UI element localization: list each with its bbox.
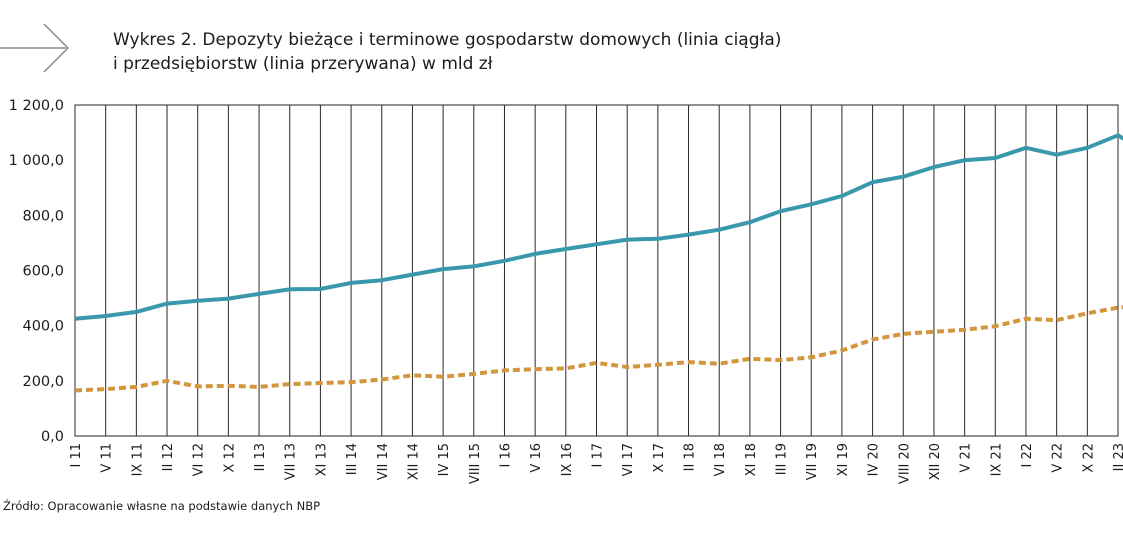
x-tick-label: I 16 bbox=[498, 443, 513, 468]
x-tick-label: V 16 bbox=[529, 443, 544, 473]
series-line-enterprises bbox=[74, 305, 1123, 393]
x-tick-label: V 22 bbox=[1051, 443, 1066, 473]
x-tick-label: XI 13 bbox=[314, 443, 329, 476]
source-note: Źródło: Opracowanie własne na podstawie … bbox=[3, 499, 321, 513]
y-tick-label: 600,0 bbox=[22, 264, 64, 280]
x-tick-label: VII 13 bbox=[284, 443, 299, 480]
chart-title: Wykres 2. Depozyty bieżące i terminowe g… bbox=[113, 28, 781, 76]
x-tick-label: XI 18 bbox=[744, 443, 759, 476]
y-tick-label: 200,0 bbox=[22, 374, 64, 390]
x-tick-label: IX 16 bbox=[560, 443, 575, 476]
x-tick-label: IX 21 bbox=[989, 443, 1004, 476]
x-tick-label: II 23 bbox=[1112, 443, 1123, 471]
x-tick-label: VIII 15 bbox=[468, 443, 483, 484]
x-tick-label: XII 14 bbox=[406, 443, 421, 480]
chart-title-line-1: Wykres 2. Depozyty bieżące i terminowe g… bbox=[113, 30, 782, 50]
x-tick-label: I 17 bbox=[591, 443, 606, 468]
x-tick-label: IV 15 bbox=[437, 443, 452, 476]
x-tick-label: X 12 bbox=[222, 443, 237, 473]
x-tick-label: VII 14 bbox=[376, 443, 391, 480]
x-tick-label: IX 11 bbox=[130, 443, 145, 476]
y-tick-label: 1 200,0 bbox=[9, 98, 64, 114]
x-tick-label: VII 19 bbox=[805, 443, 820, 480]
arrow-right-icon bbox=[0, 23, 70, 73]
chart-title-line-2: i przedsiębiorstw (linia przerywana) w m… bbox=[113, 54, 493, 74]
x-tick-label: X 17 bbox=[652, 443, 667, 473]
x-tick-label: V 11 bbox=[100, 443, 115, 473]
x-tick-label: XII 20 bbox=[928, 443, 943, 480]
y-tick-label: 1 000,0 bbox=[9, 153, 64, 169]
x-tick-label: VI 12 bbox=[192, 443, 207, 476]
x-tick-label: I 11 bbox=[69, 443, 84, 468]
x-tick-label: III 14 bbox=[345, 443, 360, 475]
x-tick-label: X 22 bbox=[1081, 443, 1096, 473]
x-tick-label: II 18 bbox=[683, 443, 698, 471]
x-tick-label: VI 18 bbox=[713, 443, 728, 476]
y-tick-label: 800,0 bbox=[22, 208, 64, 224]
series-line-households bbox=[74, 133, 1123, 321]
x-tick-label: XI 19 bbox=[836, 443, 851, 476]
x-tick-label: VIII 20 bbox=[897, 443, 912, 484]
y-tick-label: 0,0 bbox=[41, 429, 64, 445]
y-tick-label: 400,0 bbox=[22, 319, 64, 335]
x-tick-label: II 13 bbox=[253, 443, 268, 471]
x-tick-label: IV 20 bbox=[867, 443, 882, 476]
x-tick-label: II 12 bbox=[161, 443, 176, 471]
x-tick-label: III 19 bbox=[775, 443, 790, 475]
x-tick-label: V 21 bbox=[959, 443, 974, 473]
x-tick-label: I 22 bbox=[1020, 443, 1035, 468]
x-tick-label: VI 17 bbox=[621, 443, 636, 476]
